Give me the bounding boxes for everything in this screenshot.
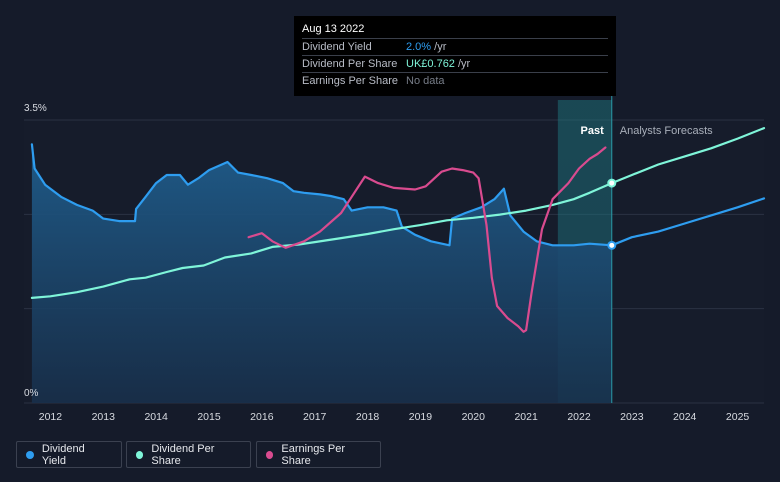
- x-tick-label: 2014: [144, 411, 168, 423]
- legend-label: Earnings Per Share: [281, 442, 345, 467]
- x-tick-label: 2022: [567, 411, 591, 423]
- tooltip-label: Dividend Per Share: [302, 58, 398, 70]
- x-tick-label: 2017: [303, 411, 327, 423]
- tooltip-row-earnings-per-share: Earnings Per Share No data: [302, 72, 608, 89]
- earnings-per-share-line: [247, 146, 607, 333]
- x-tick-label: 2025: [726, 411, 750, 423]
- x-tick-label: 2013: [92, 411, 116, 423]
- tooltip-unit: /yr: [431, 41, 447, 53]
- dividend-per-share-marker: [607, 178, 617, 188]
- tooltip-label: Earnings Per Share: [302, 75, 398, 87]
- dividend-per-share-line: [30, 127, 766, 299]
- x-tick-label: 2024: [673, 411, 697, 423]
- legend-item-dividend-per-share[interactable]: Dividend Per Share: [126, 441, 251, 468]
- x-tick-label: 2018: [356, 411, 380, 423]
- dividend-yield-marker: [607, 240, 617, 250]
- x-tick-label: 2023: [620, 411, 644, 423]
- tooltip-unit: /yr: [454, 58, 471, 70]
- legend-label: Dividend Per Share: [151, 442, 215, 467]
- tooltip-row-dividend-per-share: Dividend Per Share UK£0.762 /yr: [302, 55, 608, 72]
- x-tick-label: 2020: [462, 411, 486, 423]
- y-tick-label-bottom: 0%: [24, 388, 39, 399]
- tooltip-value: UK£0.762: [406, 58, 455, 70]
- legend-dot-icon: [26, 450, 34, 459]
- x-tick-label: 2019: [409, 411, 433, 423]
- dividend-yield-area: [31, 144, 612, 404]
- tooltip-row-dividend-yield: Dividend Yield 2.0% /yr: [302, 38, 608, 55]
- tooltip-date: Aug 13 2022: [302, 23, 365, 35]
- past-label: Past: [581, 125, 605, 137]
- legend-item-dividend-yield[interactable]: Dividend Yield: [16, 441, 122, 468]
- legend-item-earnings-per-share[interactable]: Earnings Per Share: [256, 441, 381, 468]
- tooltip-label: Dividend Yield: [302, 41, 372, 53]
- analysts-forecasts-label: Analysts Forecasts: [620, 125, 713, 137]
- tooltip-value: 2.0%: [406, 41, 432, 53]
- x-tick-label: 2012: [39, 411, 63, 423]
- tooltip-value: No data: [406, 75, 445, 87]
- x-tick-label: 2021: [514, 411, 538, 423]
- legend-dot-icon: [266, 450, 274, 459]
- legend-label: Dividend Yield: [41, 442, 85, 467]
- x-tick-label: 2015: [197, 411, 221, 423]
- legend-dot-icon: [136, 450, 144, 459]
- x-tick-label: 2016: [250, 411, 274, 423]
- y-tick-label-top: 3.5%: [24, 103, 47, 114]
- dividend-yield-line: [30, 143, 766, 247]
- hover-tooltip: Aug 13 2022 Dividend Yield 2.0% /yr Divi…: [294, 16, 616, 96]
